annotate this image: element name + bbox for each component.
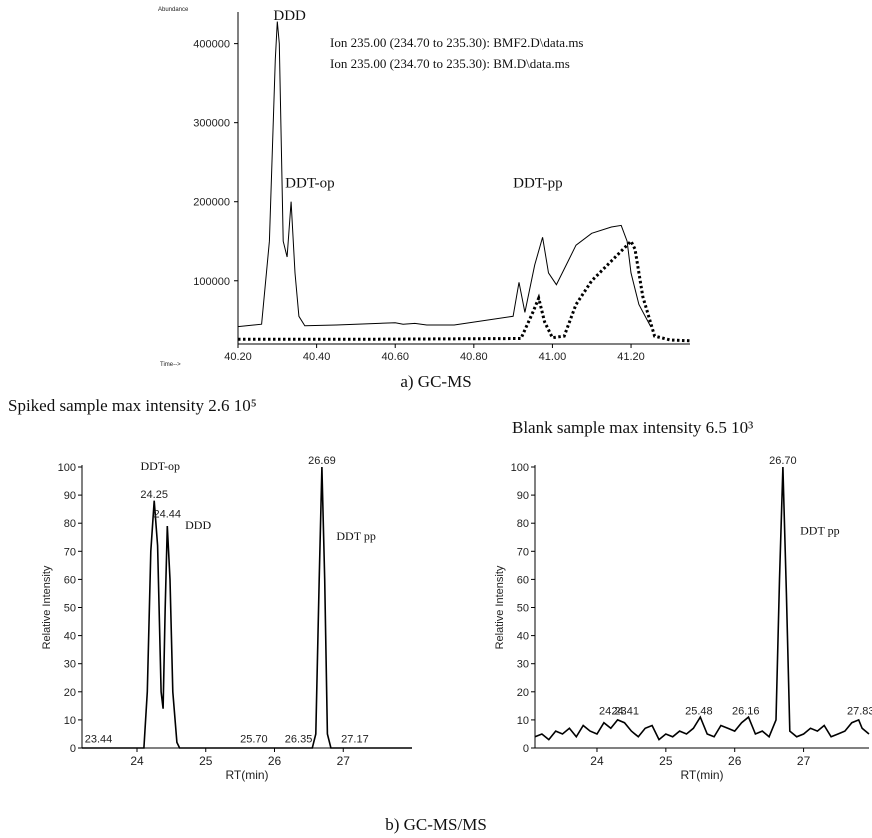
y-axis-label: Relative Intensity (41, 565, 53, 649)
x-tick-label: 27 (797, 754, 811, 768)
caption-gcms: a) GC-MS (400, 372, 471, 391)
x-tick-label: 40.80 (460, 351, 488, 363)
peak-label: 26.70 (769, 455, 797, 467)
x-axis-label: Time--> (160, 362, 181, 368)
y-tick-label: 50 (64, 603, 76, 615)
x-tick-label: 40.40 (303, 351, 331, 363)
x-axis-label: RT(min) (225, 768, 268, 782)
y-tick-label: 20 (517, 687, 529, 699)
x-tick-label: 24 (130, 754, 144, 768)
y-tick-label: 10 (517, 715, 529, 727)
peak-label: 27.17 (341, 733, 369, 745)
peak-label: 25.70 (240, 733, 268, 745)
y-tick-label: 30 (64, 659, 76, 671)
x-tick-label: 26 (728, 754, 742, 768)
y-tick-label: 30 (517, 659, 529, 671)
y-tick-label: 100 (58, 462, 76, 474)
peak-label: 23.44 (85, 733, 113, 745)
blank-sample-chart: Blank sample max intensity 6.5 10³ 0 10 20… (494, 418, 872, 782)
peak-annotation: DDT-op (140, 459, 180, 473)
chart-title: Blank sample max intensity 6.5 10³ (512, 418, 753, 437)
x-tick-label: 27 (337, 754, 351, 768)
y-tick-label: 50 (517, 603, 529, 615)
x-tick-label: 24 (590, 754, 604, 768)
gcms-chart: Abundance Time--> Ion 235.00 (234.70 to … (158, 7, 691, 368)
peak-annotation: DDT-pp (513, 175, 562, 191)
caption-gcms-ms: b) GC-MS/MS (385, 815, 487, 834)
series-line-dotted (238, 238, 691, 343)
chart-title: Spiked sample max intensity 2.6 10⁵ (8, 396, 257, 415)
spiked-sample-chart: Spiked sample max intensity 2.6 10⁵ 0 10 2… (8, 396, 412, 782)
y-tick-label: 40 (64, 631, 76, 643)
peak-label: 26.35 (285, 733, 313, 745)
y-tick-label: 40 (517, 631, 529, 643)
y-tick-label: 60 (517, 574, 529, 586)
series-line (82, 466, 412, 749)
peak-annotation: DDD (273, 8, 306, 24)
peak-label: 24.41 (611, 705, 639, 717)
peak-annotation: DDT pp (336, 529, 375, 543)
y-tick-label: 400000 (193, 39, 230, 51)
legend-entry: Ion 235.00 (234.70 to 235.30): BMF2.D\da… (330, 35, 584, 50)
peak-label: 25.48 (685, 705, 713, 717)
y-tick-label: 20 (64, 687, 76, 699)
peak-annotation: DDT pp (800, 523, 839, 537)
peak-annotation: DDT-op (285, 175, 334, 191)
y-tick-label: 70 (64, 546, 76, 558)
y-tick-label: 90 (64, 490, 76, 502)
peak-annotation: DDD (185, 518, 211, 532)
peak-label: 24.23 (599, 705, 627, 717)
y-tick-label: 300000 (193, 118, 230, 130)
y-tick-label: 10 (64, 715, 76, 727)
y-tick-label: 80 (64, 518, 76, 530)
series-line (534, 466, 870, 741)
x-axis-label: RT(min) (680, 768, 723, 782)
y-tick-label: 100000 (193, 276, 230, 288)
y-tick-label: 70 (517, 546, 529, 558)
y-tick-label: 60 (64, 574, 76, 586)
y-axis-label: Relative Intensity (494, 565, 506, 649)
peak-label: 26.69 (308, 455, 336, 467)
x-tick-label: 40.60 (381, 351, 409, 363)
peak-label: 24.25 (140, 489, 168, 501)
x-tick-label: 41.00 (539, 351, 567, 363)
peak-label: 26.16 (732, 705, 760, 717)
y-tick-label: 90 (517, 490, 529, 502)
series-line-solid (237, 21, 652, 328)
x-tick-label: 40.20 (224, 351, 252, 363)
x-tick-label: 25 (659, 754, 673, 768)
legend-entry: Ion 235.00 (234.70 to 235.30): BM.D\data… (330, 56, 570, 71)
y-tick-label: 200000 (193, 197, 230, 209)
peak-label: 24.44 (153, 509, 181, 521)
y-tick-label: 0 (70, 743, 76, 755)
x-tick-label: 26 (268, 754, 282, 768)
x-tick-label: 41.20 (617, 351, 645, 363)
y-tick-label: 0 (523, 743, 529, 755)
peak-label: 27.83 (847, 705, 872, 717)
y-tick-label: 80 (517, 518, 529, 530)
y-axis-label: Abundance (158, 7, 189, 13)
x-tick-label: 25 (199, 754, 213, 768)
y-tick-label: 100 (511, 462, 529, 474)
